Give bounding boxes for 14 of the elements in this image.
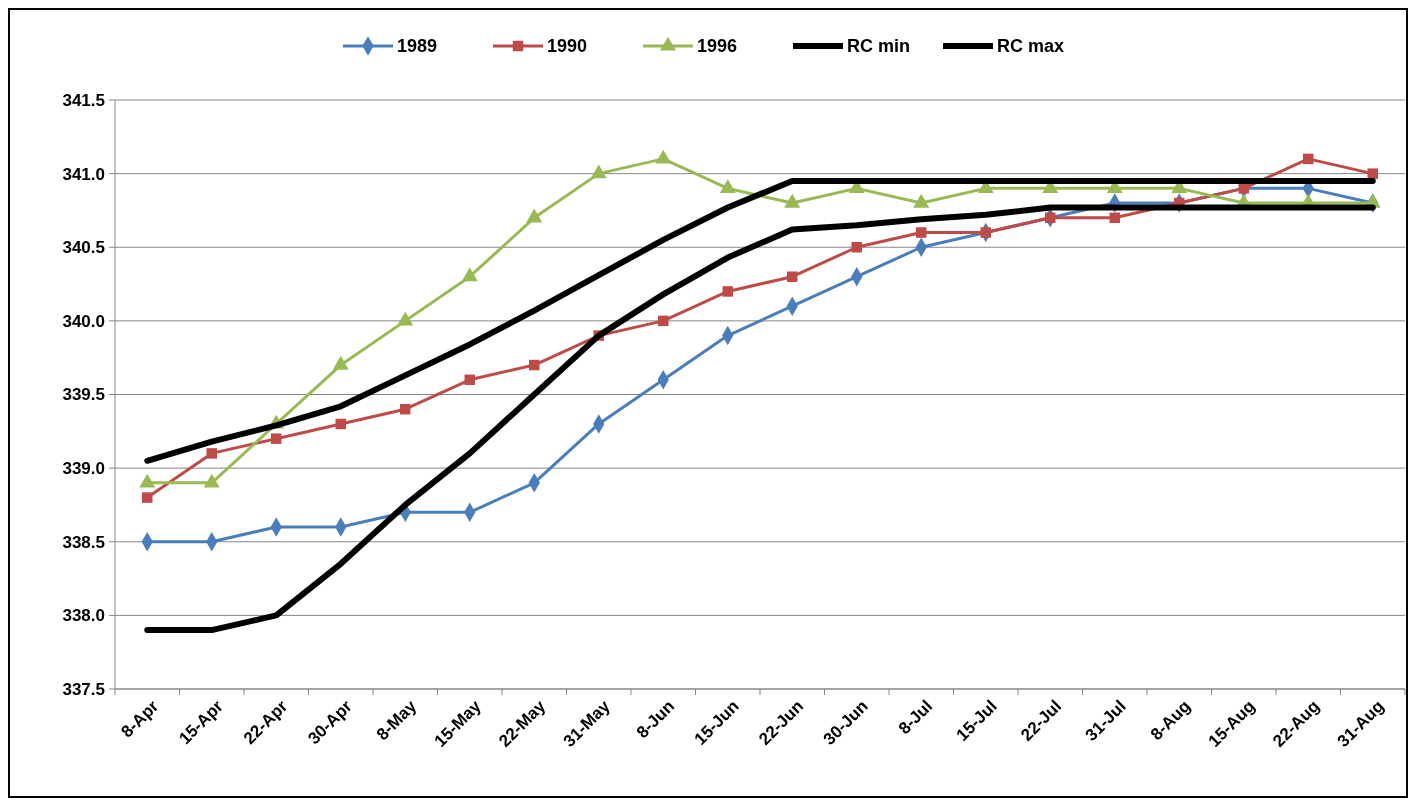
y-tick-label: 338.5 [62,532,105,552]
legend-label: 1996 [697,36,738,57]
y-tick-label: 337.5 [62,679,105,699]
y-tick-label: 341.0 [62,164,105,184]
legend-label: RC max [997,36,1065,57]
y-tick-label: 339.5 [62,385,105,405]
legend-label: RC min [847,36,910,57]
y-tick-label: 340.0 [62,311,105,331]
y-tick-label: 339.0 [62,459,105,479]
y-tick-label: 340.5 [62,238,105,258]
legend-label: 1989 [397,36,438,57]
y-tick-label: 341.5 [62,90,105,110]
legend-label: 1990 [547,36,588,57]
y-tick-label: 338.0 [62,606,105,626]
